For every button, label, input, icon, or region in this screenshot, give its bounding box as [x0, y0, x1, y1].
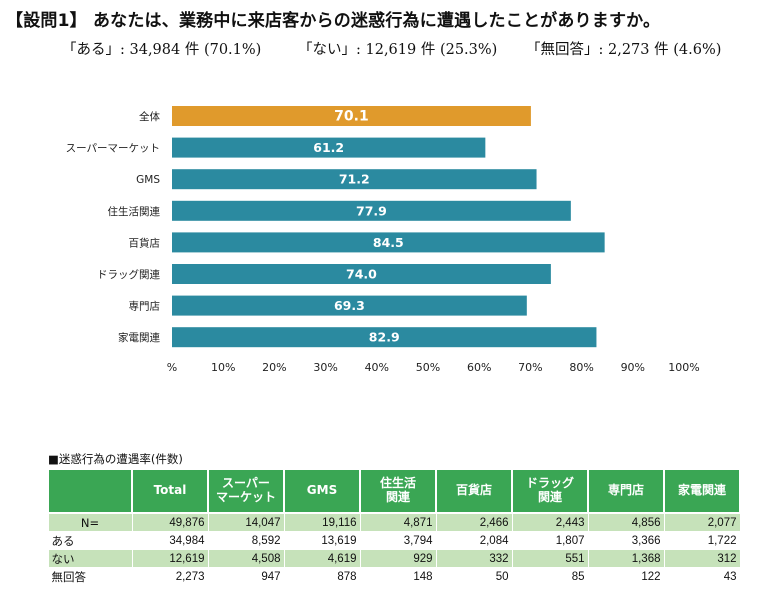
- page-title: 【設問1】 あなたは、業務中に来店客からの迷惑行為に遭遇したことがありますか。: [6, 11, 661, 31]
- x-tick-label-2: 20%: [262, 361, 286, 374]
- summary-no-answer: 「無回答」: 2,273 件 (4.6%): [526, 42, 722, 58]
- x-tick-label-7: 70%: [518, 361, 542, 374]
- table-cell: 947: [207, 567, 285, 586]
- table-header-cell-1: Total: [131, 468, 209, 514]
- bar-chart: 70.1 61.2 71.2 77.9 84.5 74.0 69.3 82.9 全体スーパーマ…: [66, 106, 700, 374]
- table-row: ない 12,619 4,508 4,619 929 332 551 1,368 312: [47, 549, 741, 568]
- bar-5: [172, 264, 551, 284]
- table-cell: 4,508: [207, 549, 285, 568]
- x-tick-label-3: 30%: [313, 361, 337, 374]
- bar-value-label-6: 69.3: [334, 298, 365, 313]
- category-label-1: スーパーマーケット: [66, 143, 160, 155]
- category-label-7: 家電関連: [118, 331, 160, 344]
- table-cell: 50: [435, 567, 513, 586]
- bar-4: [172, 232, 605, 253]
- table-row-label: 無回答: [47, 567, 133, 586]
- table-row: 無回答 2,273 947 878 148 50 85 122 43: [47, 567, 741, 586]
- table-cell: 4,871: [359, 512, 437, 532]
- table-cell: 1,722: [663, 531, 741, 550]
- x-tick-label-10: 100%: [668, 361, 699, 374]
- bar-2: [172, 169, 537, 190]
- table-header-cell-0: [47, 468, 133, 514]
- table-cell: 19,116: [283, 512, 361, 532]
- category-label-3: 住生活関連: [108, 205, 161, 218]
- table-cell: 332: [435, 549, 513, 568]
- table-body: N= 49,876 14,047 19,116 4,871 2,466 2,443 4,856…: [47, 512, 741, 586]
- table-cell: 1,807: [511, 531, 589, 550]
- table-cell: 2,084: [435, 531, 513, 550]
- table-cell: 4,619: [283, 549, 361, 568]
- table-cell: 85: [511, 567, 589, 586]
- bar-1: [172, 137, 486, 158]
- x-tick-label-5: 50%: [416, 361, 440, 374]
- table-header-cell-7: 専門店: [587, 468, 665, 514]
- table-cell: 3,794: [359, 531, 437, 550]
- x-tick-label-8: 80%: [569, 361, 593, 374]
- table-row: N= 49,876 14,047 19,116 4,871 2,466 2,443 4,856…: [47, 512, 741, 532]
- table-cell: 49,876: [131, 512, 209, 532]
- table-title: ■迷惑行為の遭遇率(件数): [48, 452, 183, 466]
- table-cell: 312: [663, 549, 741, 568]
- category-label-4: 百貨店: [129, 236, 161, 249]
- category-label-6: 専門店: [129, 300, 161, 313]
- table-cell: 1,368: [587, 549, 665, 568]
- table-cell: 929: [359, 549, 437, 568]
- table-cell: 148: [359, 567, 437, 586]
- x-tick-label-6: 60%: [467, 361, 491, 374]
- bar-value-label-4: 84.5: [373, 235, 404, 250]
- bar-value-label-2: 71.2: [339, 172, 370, 187]
- bar-value-label-0: 70.1: [334, 109, 369, 125]
- bar-value-label-5: 74.0: [346, 267, 377, 282]
- table-header-cell-5: 百貨店: [435, 468, 513, 514]
- category-label-5: ドラッグ関連: [97, 268, 160, 281]
- summary-no: 「ない」: 12,619 件 (25.3%): [298, 42, 498, 58]
- table-cell: 2,273: [131, 567, 209, 586]
- table-cell: 8,592: [207, 531, 285, 550]
- bar-value-label-1: 61.2: [313, 140, 344, 155]
- x-tick-label-4: 40%: [365, 361, 389, 374]
- table-cell: 2,466: [435, 512, 513, 532]
- bar-6: [172, 295, 527, 316]
- bar-3: [172, 200, 571, 221]
- table-cell: 14,047: [207, 512, 285, 532]
- table-cell: 878: [283, 567, 361, 586]
- x-tick-labels: % 10% 20% 30% 40% 50% 60% 70% 80% 90% 100%: [167, 361, 700, 374]
- summary-yes: 「ある」: 34,984 件 (70.1%): [62, 42, 262, 58]
- table-header-row: Total スーパー マーケット GMS 住生活 関連 百貨店 ドラッグ 関連 専門店 家電関連: [47, 468, 741, 514]
- bar-7: [172, 327, 597, 348]
- table-cell: 3,366: [587, 531, 665, 550]
- bars-group: 70.1 61.2 71.2 77.9 84.5 74.0 69.3 82.9: [172, 106, 605, 348]
- table-cell: 2,077: [663, 512, 741, 532]
- category-label-2: GMS: [136, 174, 160, 186]
- table-row: ある 34,984 8,592 13,619 3,794 2,084 1,807 3,366 1…: [47, 531, 741, 550]
- table-cell: 34,984: [131, 531, 209, 550]
- table-cell: 2,443: [511, 512, 589, 532]
- table-cell: 13,619: [283, 531, 361, 550]
- table-cell: 43: [663, 567, 741, 586]
- table-header-cell-2: スーパー マーケット: [207, 468, 285, 514]
- x-tick-label-1: 10%: [211, 361, 235, 374]
- table-cell: 12,619: [131, 549, 209, 568]
- data-table: Total スーパー マーケット GMS 住生活 関連 百貨店 ドラッグ 関連 専門店 家電関連 N…: [47, 468, 741, 586]
- table-cell: 551: [511, 549, 589, 568]
- bar-value-label-3: 77.9: [356, 203, 387, 218]
- table-row-label: ない: [47, 549, 133, 568]
- x-tick-label-9: 90%: [621, 361, 645, 374]
- table-cell: 4,856: [587, 512, 665, 532]
- bar-value-label-7: 82.9: [369, 330, 400, 345]
- table-row-label: ある: [47, 531, 133, 550]
- table-header-cell-3: GMS: [283, 468, 361, 514]
- table-header-cell-6: ドラッグ 関連: [511, 468, 589, 514]
- table-header-cell-4: 住生活 関連: [359, 468, 437, 514]
- table-header-cell-8: 家電関連: [663, 468, 741, 514]
- category-label-0: 全体: [139, 110, 160, 123]
- table-row-label: N=: [47, 512, 133, 532]
- table-cell: 122: [587, 567, 665, 586]
- bar-0: [172, 106, 531, 126]
- x-tick-label-0: %: [167, 361, 177, 374]
